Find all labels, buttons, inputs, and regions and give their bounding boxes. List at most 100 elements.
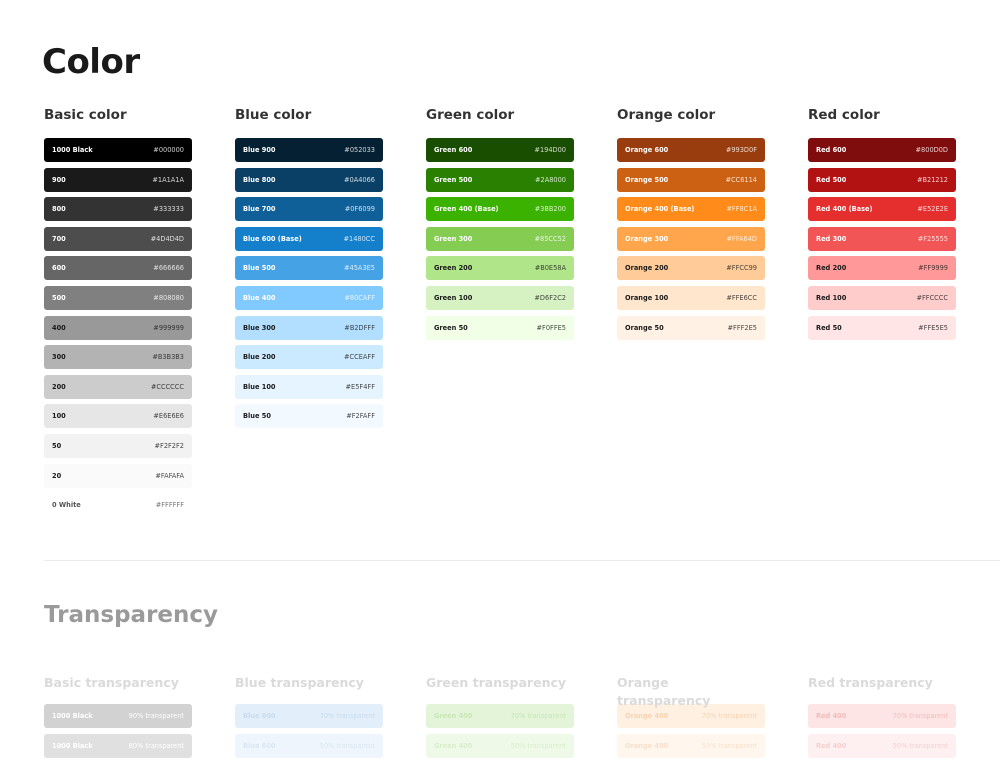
color-swatch[interactable]: Blue 50 #F2FAFF [235, 404, 383, 429]
color-swatch[interactable]: Red 100 #FFCCCC [808, 285, 956, 310]
swatch-transparency-label: 70% transparent [892, 712, 948, 720]
swatch-name: 20 [52, 471, 62, 480]
swatch-hex: #1A1A1A [152, 175, 184, 184]
swatch-hex: #F2F2F2 [154, 441, 185, 450]
color-swatch[interactable]: Blue 300 #B2DFFF [235, 315, 383, 340]
swatch-name: Green 500 [434, 175, 473, 184]
color-swatch[interactable]: Blue 700 #0F6099 [235, 197, 383, 222]
color-swatch[interactable]: Green 200 #B0E58A [426, 256, 574, 281]
color-swatch[interactable]: Red 300 #F25555 [808, 226, 956, 251]
swatch-name: Orange 500 [625, 175, 669, 184]
color-swatch[interactable]: Orange 100 #FFE6CC [617, 285, 765, 310]
color-swatch[interactable]: 800 #333333 [44, 197, 192, 222]
transparency-swatch[interactable]: Green 400 70% transparent [426, 704, 574, 728]
transparency-swatch[interactable]: Blue 600 50% transparent [235, 733, 383, 758]
color-swatch[interactable]: 20 #FAFAFA [44, 463, 192, 488]
swatch-name: Red 400 [816, 712, 847, 720]
swatch-name: Green 400 [434, 741, 473, 750]
color-swatch[interactable]: Green 600 #194D00 [426, 138, 574, 162]
color-swatch[interactable]: 500 #808080 [44, 285, 192, 310]
column-heading: Blue color [235, 107, 312, 123]
swatch-name: 1000 Black [52, 741, 93, 750]
color-swatch[interactable]: Orange 300 #FFA64D [617, 226, 765, 251]
color-swatch[interactable]: Blue 500 #45A3E5 [235, 256, 383, 281]
color-swatch[interactable]: 900 #1A1A1A [44, 167, 192, 192]
color-swatch[interactable]: Blue 400 #80CAFF [235, 285, 383, 310]
color-swatch[interactable]: Blue 900 #052033 [235, 138, 383, 162]
swatch-name: 400 [52, 323, 66, 332]
swatch-name: Blue 600 [243, 741, 276, 750]
color-swatch[interactable]: 300 #B3B3B3 [44, 345, 192, 370]
color-swatch[interactable]: Blue 200 #CCEAFF [235, 345, 383, 370]
transparency-swatch[interactable]: Red 400 70% transparent [808, 704, 956, 728]
swatch-hex: #E6E6E6 [153, 412, 184, 421]
color-swatch[interactable]: Red 50 #FFE5E5 [808, 315, 956, 340]
color-swatch[interactable]: Green 100 #D6F2C2 [426, 285, 574, 310]
swatch-name: Blue 600 [243, 712, 276, 720]
color-swatch[interactable]: Red 600 #800D0D [808, 138, 956, 162]
swatch-hex: #000000 [153, 146, 184, 154]
color-swatch[interactable]: Red 400 (Base) #E52E2E [808, 197, 956, 222]
swatch-name: Orange 400 [625, 712, 669, 720]
transparency-swatch[interactable]: Green 400 50% transparent [426, 733, 574, 758]
swatch-name: Red 50 [816, 323, 842, 332]
transparency-swatch[interactable]: Red 400 50% transparent [808, 733, 956, 758]
swatch-hex: #4D4D4D [150, 234, 184, 243]
transparency-swatch[interactable]: Orange 400 70% transparent [617, 704, 765, 728]
color-swatch[interactable]: Orange 200 #FFCC99 [617, 256, 765, 281]
transparency-column-heading: Orange transparency [617, 675, 711, 708]
transparency-swatch[interactable]: 1000 Black 90% transparent [44, 704, 192, 728]
color-swatch[interactable]: Red 200 #FF9999 [808, 256, 956, 281]
swatch-name: Blue 200 [243, 353, 276, 362]
swatch-name: 900 [52, 175, 66, 184]
swatch-name: Green 600 [434, 146, 473, 154]
color-swatch[interactable]: Orange 500 #CC6114 [617, 167, 765, 192]
swatch-hex: #999999 [153, 323, 184, 332]
color-swatch[interactable]: Green 400 (Base) #3BB200 [426, 197, 574, 222]
transparency-section-title: Transparency [44, 602, 219, 628]
swatch-hex: #800D0D [915, 146, 948, 154]
color-swatch[interactable]: Blue 600 (Base) #1480CC [235, 226, 383, 251]
color-swatch[interactable]: Blue 800 #0A4066 [235, 167, 383, 192]
color-swatch[interactable]: Orange 400 (Base) #FF8C1A [617, 197, 765, 222]
color-swatch[interactable]: 100 #E6E6E6 [44, 404, 192, 429]
swatch-name: Green 200 [434, 264, 473, 273]
color-swatch[interactable]: 700 #4D4D4D [44, 226, 192, 251]
color-swatch[interactable]: Red 500 #B21212 [808, 167, 956, 192]
swatch-hex: #CC6114 [725, 175, 757, 184]
swatch-name: Red 300 [816, 234, 847, 243]
swatch-transparency-label: 80% transparent [128, 741, 184, 750]
color-swatch[interactable]: Green 50 #F0FFE5 [426, 315, 574, 340]
transparency-swatch[interactable]: Blue 600 70% transparent [235, 704, 383, 728]
swatch-name: Blue 700 [243, 205, 276, 214]
color-swatch[interactable]: 600 #666666 [44, 256, 192, 281]
page-title: Color [42, 42, 140, 82]
swatch-hex: #333333 [153, 205, 184, 214]
color-swatch[interactable]: 400 #999999 [44, 315, 192, 340]
color-swatch[interactable]: Green 500 #2A8000 [426, 167, 574, 192]
transparency-swatch[interactable]: 1000 Black 80% transparent [44, 733, 192, 758]
color-swatch[interactable]: 0 White #FFFFFF [44, 493, 192, 518]
swatch-hex: #B2DFFF [344, 323, 375, 332]
swatch-hex: #194D00 [534, 146, 566, 154]
swatch-transparency-label: 50% transparent [319, 741, 375, 750]
color-swatch[interactable]: 200 #CCCCCC [44, 374, 192, 399]
swatch-hex: #FF8C1A [726, 205, 757, 214]
swatch-transparency-label: 70% transparent [319, 712, 375, 720]
color-swatch[interactable]: Blue 100 #E5F4FF [235, 374, 383, 399]
column-heading: Red color [808, 107, 880, 123]
transparency-column-heading: Green transparency [426, 675, 567, 690]
color-swatch[interactable]: 50 #F2F2F2 [44, 433, 192, 458]
swatch-hex: #FF9999 [918, 264, 948, 273]
swatch-name: Green 300 [434, 234, 473, 243]
swatch-name: Blue 300 [243, 323, 276, 332]
color-swatch[interactable]: Orange 50 #FFF2E5 [617, 315, 765, 340]
swatch-hex: #B3B3B3 [152, 353, 184, 362]
color-swatch[interactable]: Green 300 #85CC52 [426, 226, 574, 251]
color-swatch[interactable]: Orange 600 #993D0F [617, 138, 765, 162]
transparency-swatch[interactable]: Orange 400 50% transparent [617, 733, 765, 758]
swatch-hex: #CCEAFF [344, 353, 375, 362]
swatch-name: Orange 600 [625, 146, 669, 154]
column-heading: Green color [426, 107, 515, 123]
color-swatch[interactable]: 1000 Black #000000 [44, 138, 192, 162]
